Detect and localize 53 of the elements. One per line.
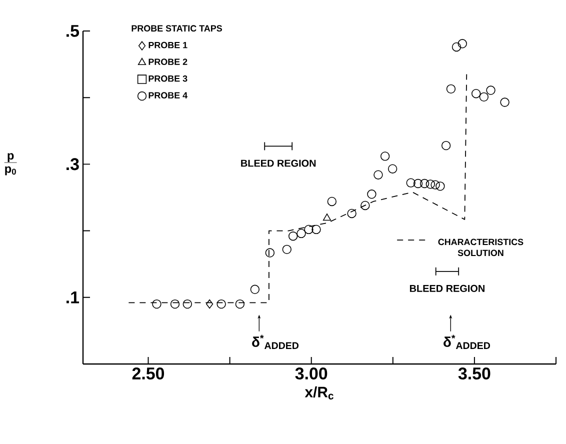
- annotation: BLEED REGION: [410, 284, 484, 292]
- point: [458, 39, 467, 48]
- point: [441, 140, 451, 150]
- point: [388, 164, 398, 174]
- point: [413, 178, 423, 188]
- x-tick-label: 3.50: [458, 368, 490, 380]
- point: [380, 152, 390, 161]
- x-axis-title: x/R$_{c}$: [304, 386, 334, 400]
- point: [446, 84, 456, 94]
- point: [250, 284, 260, 294]
- point: [265, 248, 275, 258]
- y-tick-label: .5: [66, 25, 80, 37]
- y-axis-title: $\frac{\mathsf{\mathbf{p}}}{\mathsf{\mathbf{p_0}}}$: [4, 153, 17, 176]
- point: [479, 92, 489, 102]
- legend-label: PROBE 1: [148, 42, 188, 48]
- y-tick-label: .3: [66, 158, 79, 170]
- x-tick-label: 3.00: [295, 368, 328, 380]
- point: [500, 98, 510, 107]
- point: [152, 299, 162, 309]
- point: [420, 178, 430, 188]
- point: [304, 224, 314, 234]
- point: [367, 190, 376, 199]
- point: [347, 208, 356, 218]
- point: [216, 299, 226, 309]
- point: [406, 178, 416, 188]
- point: [486, 86, 496, 95]
- legend-label: CHARACTERISTICS SOLUTION: [438, 238, 524, 256]
- annotation: δ$^{*}$ADDED: [444, 334, 490, 349]
- legend-label: PROBE 3: [148, 75, 188, 82]
- point: [312, 224, 321, 234]
- legend-label: PROBE 2: [148, 58, 188, 66]
- point: [170, 299, 180, 309]
- point: [282, 244, 292, 254]
- point: [322, 214, 332, 221]
- point: [296, 228, 306, 238]
- point: [235, 299, 245, 309]
- legend-title: PROBE STATIC TAPS: [132, 25, 222, 32]
- point: [182, 299, 192, 309]
- point: [360, 200, 370, 210]
- annotation: δ$^{*}$ADDED: [252, 334, 299, 349]
- point: [206, 299, 214, 309]
- point: [327, 196, 336, 206]
- point: [471, 88, 481, 98]
- point: [452, 42, 462, 52]
- point: [436, 182, 445, 191]
- annotation: BLEED REGION: [241, 160, 316, 167]
- y-tick-label: .1: [66, 292, 80, 304]
- point: [426, 180, 436, 189]
- legend-label: PROBE 4: [148, 92, 188, 98]
- point: [430, 180, 440, 190]
- point: [288, 232, 298, 241]
- point: [374, 170, 383, 180]
- x-tick-label: 2.50: [132, 368, 164, 380]
